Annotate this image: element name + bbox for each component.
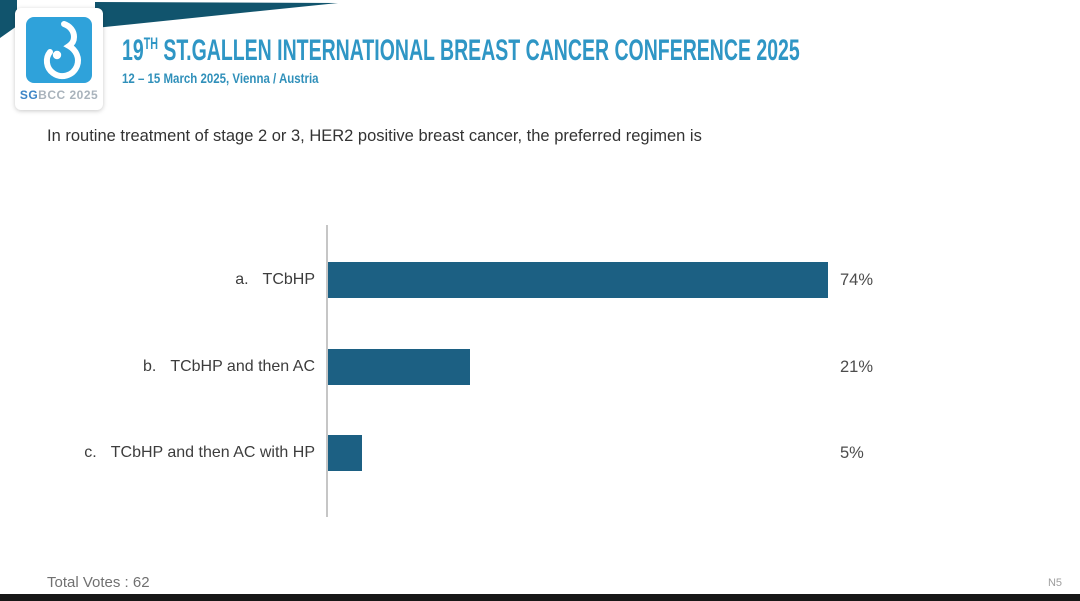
conference-logo: SGBCC 2025 (15, 8, 103, 110)
bar (328, 349, 470, 385)
chart-axis (326, 225, 328, 517)
bar-value: 74% (840, 271, 874, 289)
bar-label-b: b. TCbHP and then AC (143, 356, 315, 378)
logo-mark (26, 17, 92, 83)
bar-label-text: TCbHP and then AC (170, 358, 315, 375)
top-banner-wedge (95, 2, 338, 28)
bar (328, 435, 362, 471)
bar-value: 21% (840, 358, 874, 376)
bar-label-text: TCbHP (262, 271, 315, 288)
logo-wordmark: SGBCC 2025 (20, 88, 98, 102)
bar-label-prefix: c. (84, 444, 97, 461)
conference-title-ordinal: TH (143, 35, 158, 53)
bar (328, 262, 828, 298)
poll-question: In routine treatment of stage 2 or 3, HE… (47, 127, 702, 145)
logo-wordmark-sg: SG (19, 88, 39, 102)
top-left-edge-band (0, 0, 17, 38)
bar-label-a: a. TCbHP (235, 269, 315, 291)
conference-title-rest: ST.GALLEN INTERNATIONAL BREAST CANCER CO… (157, 34, 800, 67)
conference-title-number: 19 (122, 34, 144, 67)
bottom-bar (0, 594, 1080, 601)
bar-value: 5% (840, 444, 864, 462)
bar-label-prefix: a. (235, 271, 249, 288)
conference-dates: 12 – 15 March 2025, Vienna / Austria (122, 70, 319, 86)
breast-icon (43, 21, 81, 80)
conference-title: 19TH ST.GALLEN INTERNATIONAL BREAST CANC… (122, 34, 800, 68)
logo-wordmark-rest: BCC 2025 (38, 88, 99, 102)
top-left-banner (0, 0, 338, 38)
bar-label-c: c. TCbHP and then AC with HP (84, 442, 315, 464)
slide-code: N5 (1047, 577, 1062, 589)
bar-label-prefix: b. (142, 358, 157, 375)
bar-label-text: TCbHP and then AC with HP (110, 444, 315, 461)
total-votes: Total Votes : 62 (47, 574, 150, 591)
